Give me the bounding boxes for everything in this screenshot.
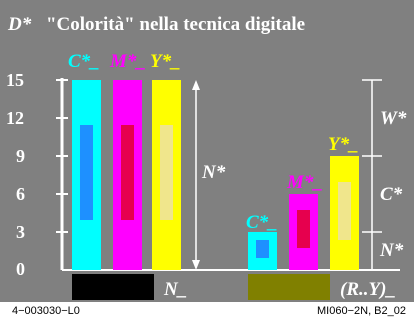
page-title: "Colorità" nella tecnica digitale: [46, 14, 305, 35]
label-w-side: W*: [380, 108, 407, 129]
label-y-top: Y*_: [150, 51, 181, 72]
label-c-side: C*: [380, 184, 403, 205]
footer-right-code: MI060−2N, B2_02: [317, 305, 406, 317]
colorita-diagram: D* "Colorità" nella tecnica digitale 0 3…: [6, 14, 407, 300]
tick-label-9: 9: [16, 146, 25, 166]
label-y-right: Y*_: [328, 134, 359, 155]
label-n-mid: N*: [201, 162, 226, 183]
footer-left-code: 4−003030−L0: [12, 305, 80, 317]
bar-yellow-right-inner: [338, 182, 351, 240]
label-n-side: N*: [379, 240, 404, 261]
tick-label-12: 12: [6, 108, 24, 128]
label-n-bottom: N_: [163, 279, 187, 300]
bar-cyan-right-inner: [256, 240, 269, 258]
bar-magenta-right-inner: [297, 210, 310, 248]
olive-patch: [248, 274, 330, 300]
tick-label-6: 6: [16, 184, 25, 204]
label-m-right: M*_: [286, 172, 323, 193]
label-c-right: C*_: [246, 212, 278, 233]
black-patch: [72, 274, 154, 300]
title-symbol: D*: [7, 14, 32, 35]
tick-label-15: 15: [6, 70, 24, 90]
bar-magenta-inner: [121, 125, 134, 220]
tick-label-3: 3: [16, 222, 25, 242]
label-c-top: C*_: [68, 51, 100, 72]
n-arrow-head-up: [192, 80, 200, 90]
tick-label-0: 0: [16, 259, 25, 279]
bar-cyan-inner: [80, 125, 93, 220]
label-ry: (R..Y)_: [340, 279, 396, 300]
n-arrow-head-down: [192, 260, 200, 270]
bar-yellow-inner: [160, 125, 173, 220]
label-m-top: M*_: [109, 51, 146, 72]
